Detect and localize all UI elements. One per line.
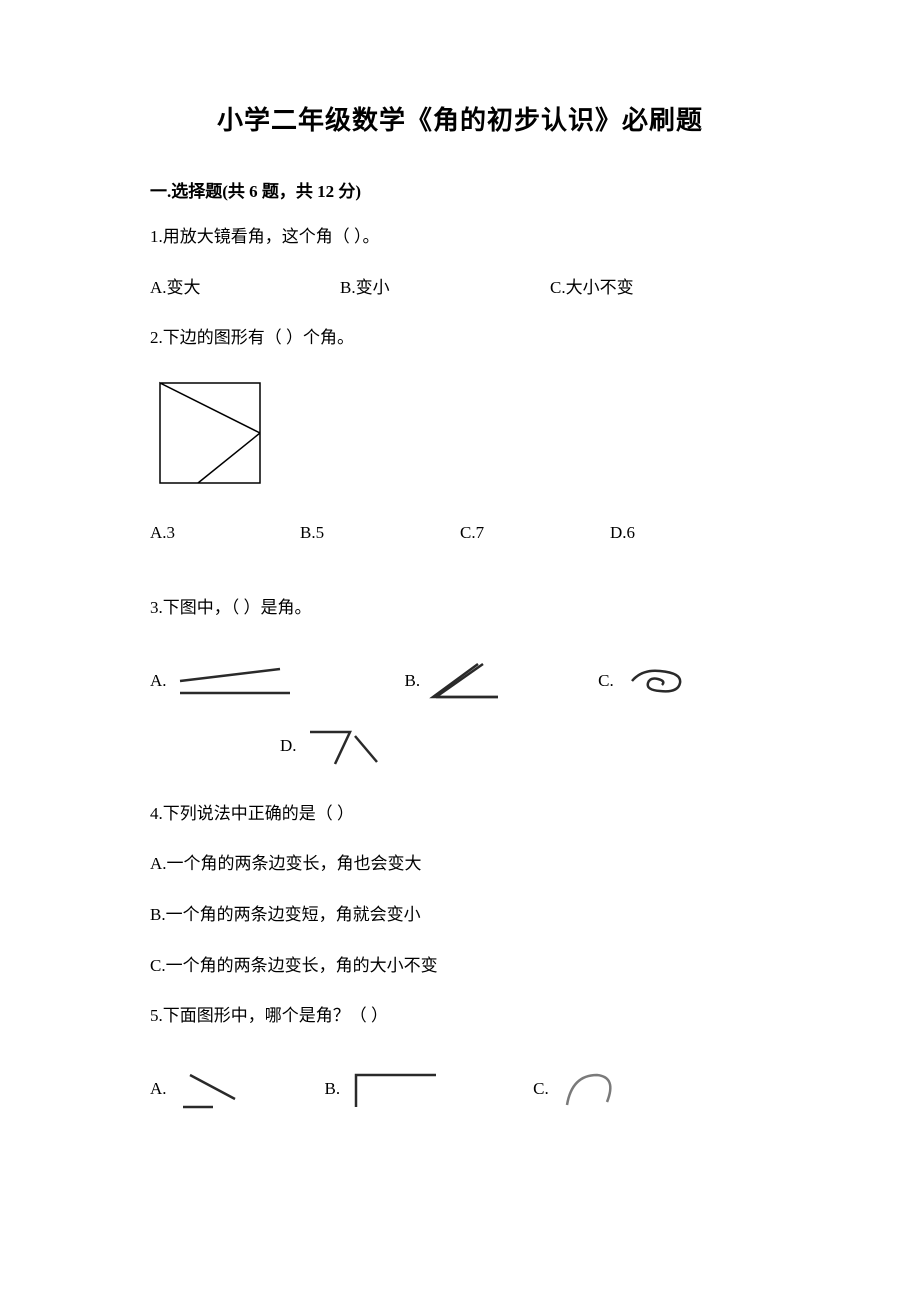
q2-opt-d: D.6 (610, 523, 635, 543)
q3-opt-d-wrap: D. (280, 724, 770, 769)
q3-fig-d-icon (305, 724, 385, 769)
q2-options: A.3 B.5 C.7 D.6 (150, 523, 770, 543)
q2-opt-c: C.7 (460, 523, 610, 543)
q3-fig-b-icon (428, 659, 508, 704)
q3-opt-d: D. (280, 736, 297, 756)
q3-fig-a-icon (175, 661, 295, 701)
q3-opt-a: A. (150, 671, 167, 691)
q3-opt-a-wrap: A. (150, 661, 295, 701)
q2-figure (150, 373, 770, 493)
q1-text: 1.用放大镜看角，这个角（ ）。 (150, 222, 770, 253)
q3-options-row1: A. B. C. (150, 659, 770, 704)
q4-opt-a: A.一个角的两条边变长，角也会变大 (150, 849, 770, 880)
q4-text: 4.下列说法中正确的是（ ） (150, 799, 770, 830)
q5-opt-b-wrap: B. (325, 1067, 444, 1112)
q5-fig-c-icon (557, 1067, 627, 1112)
q4-opt-c: C.一个角的两条边变长，角的大小不变 (150, 951, 770, 982)
q1-opt-b: B.变小 (340, 273, 550, 298)
q1-opt-a: A.变大 (150, 273, 340, 298)
q4-opt-b: B.一个角的两条边变短，角就会变小 (150, 900, 770, 931)
page-title: 小学二年级数学《角的初步认识》必刷题 (150, 100, 770, 137)
section-header: 一.选择题(共 6 题，共 12 分) (150, 177, 770, 202)
q5-options: A. B. C. (150, 1067, 770, 1112)
q3-opt-c-wrap: C. (598, 661, 692, 701)
q2-shape-icon (150, 373, 270, 493)
q5-opt-c-wrap: C. (533, 1067, 627, 1112)
q5-opt-b: B. (325, 1079, 341, 1099)
q3-opt-b: B. (405, 671, 421, 691)
q1-options: A.变大 B.变小 C.大小不变 (150, 273, 770, 298)
q5-opt-a: A. (150, 1079, 167, 1099)
q2-opt-a: A.3 (150, 523, 300, 543)
q2-opt-b: B.5 (300, 523, 460, 543)
q5-opt-a-wrap: A. (150, 1067, 245, 1112)
q3-opt-c: C. (598, 671, 614, 691)
q1-opt-c: C.大小不变 (550, 273, 634, 298)
q5-fig-a-icon (175, 1067, 245, 1112)
q5-fig-b-icon (348, 1067, 443, 1112)
q5-opt-c: C. (533, 1079, 549, 1099)
q2-text: 2.下边的图形有（ ）个角。 (150, 323, 770, 354)
q5-text: 5.下面图形中，哪个是角？（ ） (150, 1001, 770, 1032)
q3-text: 3.下图中，（ ）是角。 (150, 593, 770, 624)
q3-fig-c-icon (622, 661, 692, 701)
q3-opt-b-wrap: B. (405, 659, 509, 704)
